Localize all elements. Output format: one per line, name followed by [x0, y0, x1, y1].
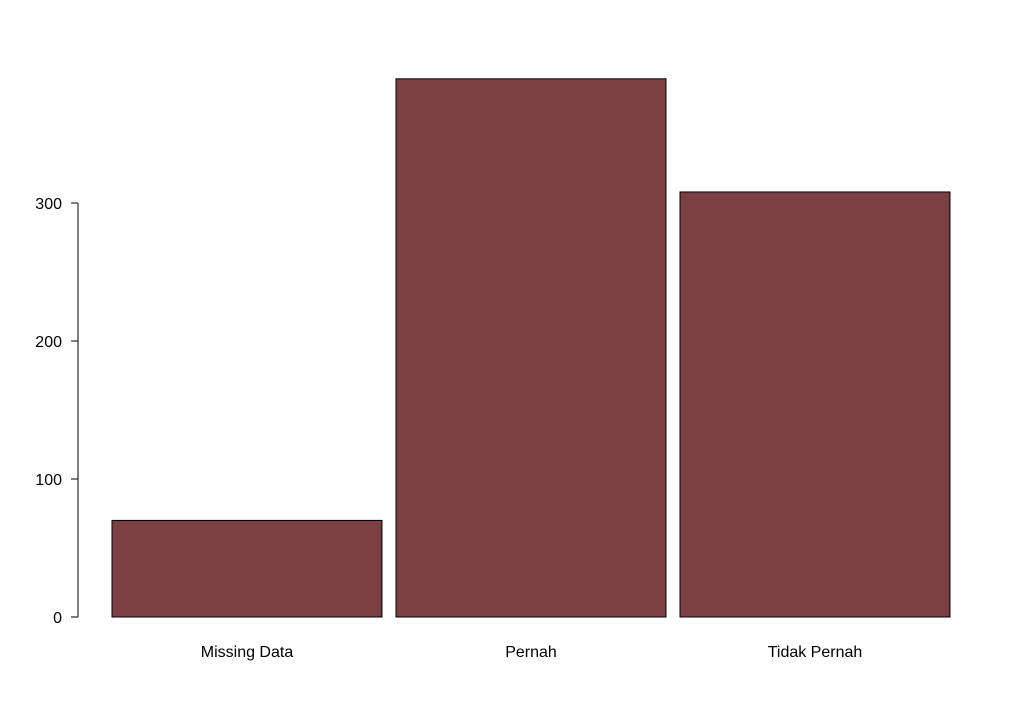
y-tick-label: 100 — [35, 472, 62, 489]
bars — [111, 78, 951, 618]
category-label: Missing Data — [201, 644, 294, 661]
y-tick-label: 200 — [35, 334, 62, 351]
y-axis: 0 100 200 300 — [35, 196, 79, 627]
category-labels: Missing Data Pernah Tidak Pernah — [201, 644, 863, 661]
bar-pernah — [395, 78, 667, 618]
bar-missing-data — [111, 519, 383, 618]
bar-tidak-pernah — [679, 191, 951, 618]
category-label: Pernah — [505, 644, 557, 661]
y-tick-label: 300 — [35, 196, 62, 213]
y-tick-label: 0 — [53, 610, 62, 627]
category-label: Tidak Pernah — [768, 644, 863, 661]
